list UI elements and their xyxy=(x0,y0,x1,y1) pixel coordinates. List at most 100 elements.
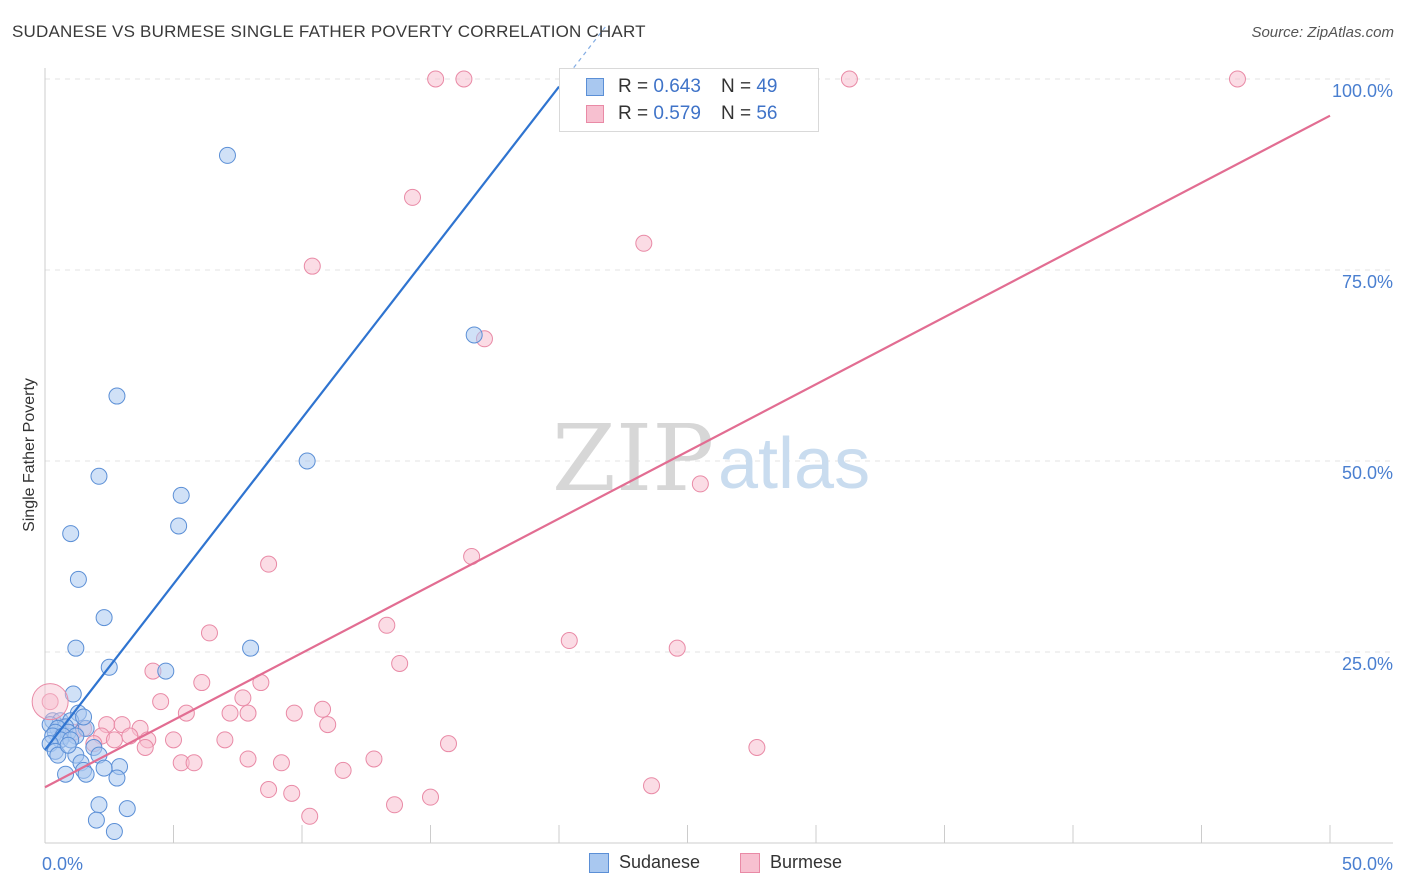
axes xyxy=(44,68,1393,844)
burmese-point xyxy=(193,674,211,692)
burmese-point xyxy=(560,632,578,650)
burmese-point xyxy=(185,754,203,772)
burmese-point xyxy=(691,475,709,493)
legend-item-burmese[interactable]: Burmese xyxy=(740,852,842,873)
sudanese-point xyxy=(105,823,123,841)
legend-label-burmese: Burmese xyxy=(770,852,843,872)
burmese-point xyxy=(121,727,139,745)
burmese-point xyxy=(404,188,422,206)
n-label: N = xyxy=(720,76,752,97)
burmese-point xyxy=(386,796,404,814)
burmese-point xyxy=(334,761,352,779)
sudanese-point xyxy=(465,326,483,344)
sudanese-point xyxy=(67,639,85,657)
burmese-point xyxy=(635,234,653,252)
burmese-point xyxy=(643,777,661,795)
n-label: N = xyxy=(720,103,752,124)
burmese-point xyxy=(221,704,239,722)
sudanese-point xyxy=(75,708,93,726)
burmese-point xyxy=(427,70,445,88)
sudanese-point xyxy=(90,796,108,814)
sudanese-point xyxy=(64,685,82,703)
sudanese-point xyxy=(108,387,126,405)
burmese-point xyxy=(165,731,182,749)
burmese-point xyxy=(285,704,303,722)
sudanese-point xyxy=(95,759,113,777)
n-value: 49 xyxy=(756,76,778,97)
sudanese-point xyxy=(62,525,80,543)
burmese-point xyxy=(422,788,439,806)
r-value: 0.579 xyxy=(653,103,701,124)
n-value: 56 xyxy=(756,103,778,124)
tick-labels: 25.0% 50.0% 75.0% 100.0% 0.0% 50.0% xyxy=(42,81,1393,874)
burmese-point xyxy=(239,704,257,722)
correlation-legend: R = 0.643 N = 49 R = 0.579 N = 56 xyxy=(559,68,819,132)
burmese-trend-line xyxy=(44,114,1331,789)
burmese-point xyxy=(301,807,319,825)
data-points xyxy=(31,70,1246,841)
watermark: ZIP atlas xyxy=(552,405,870,512)
series-legend: Sudanese Burmese xyxy=(0,852,1406,876)
burmese-point xyxy=(239,750,257,768)
sudanese-point xyxy=(95,609,113,627)
chart-title: SUDANESE VS BURMESE SINGLE FATHER POVERT… xyxy=(12,22,646,41)
trend-lines xyxy=(44,26,1331,789)
y-tick-label: 100.0% xyxy=(1332,81,1393,101)
r-value: 0.643 xyxy=(653,76,701,97)
burmese-point xyxy=(272,754,290,772)
burmese-point xyxy=(455,70,473,88)
watermark-zip: ZIP xyxy=(552,405,714,512)
r-label: R = xyxy=(618,76,649,97)
burmese-point xyxy=(216,731,234,749)
burmese-point xyxy=(748,739,766,756)
burmese-point xyxy=(319,716,337,734)
burmese-point xyxy=(1228,70,1246,88)
burmese-point xyxy=(41,693,59,711)
sudanese-point xyxy=(157,662,175,680)
sudanese-point xyxy=(87,811,105,829)
burmese-point xyxy=(234,689,252,707)
sudanese-point xyxy=(298,452,316,470)
burmese-point xyxy=(200,624,218,642)
y-tick-label: 50.0% xyxy=(1342,463,1393,483)
sudanese-point xyxy=(172,486,190,504)
sudanese-point xyxy=(59,736,77,754)
sudanese-swatch xyxy=(589,852,609,873)
burmese-point xyxy=(105,731,123,749)
sudanese-point xyxy=(218,146,236,164)
burmese-point xyxy=(391,654,409,672)
sudanese-point xyxy=(118,800,136,818)
legend-row-burmese: R = 0.579 N = 56 xyxy=(586,103,777,125)
watermark-atlas: atlas xyxy=(718,424,870,504)
burmese-point xyxy=(283,784,301,802)
burmese-point xyxy=(303,257,321,275)
x-tick-label: 0.0% xyxy=(42,854,83,874)
burmese-point xyxy=(668,639,686,657)
burmese-point xyxy=(136,739,154,756)
legend-row-sudanese: R = 0.643 N = 49 xyxy=(586,76,777,98)
burmese-point xyxy=(439,735,457,753)
sudanese-trend-line xyxy=(44,85,560,751)
burmese-swatch xyxy=(740,852,760,873)
sudanese-point xyxy=(108,769,126,787)
y-tick-label: 25.0% xyxy=(1342,654,1393,674)
sudanese-point xyxy=(170,517,188,535)
sudanese-point xyxy=(242,639,260,657)
burmese-point xyxy=(314,700,332,718)
y-tick-label: 75.0% xyxy=(1342,272,1393,292)
legend-item-sudanese[interactable]: Sudanese xyxy=(589,852,700,873)
sudanese-point xyxy=(49,746,67,764)
burmese-point xyxy=(378,616,396,634)
burmese-point xyxy=(840,70,858,88)
burmese-point xyxy=(260,781,278,799)
sudanese-point xyxy=(69,570,87,588)
burmese-point xyxy=(31,683,69,721)
burmese-swatch xyxy=(586,105,604,123)
r-label: R = xyxy=(618,103,649,124)
sudanese-point xyxy=(90,467,108,485)
sudanese-swatch xyxy=(586,78,604,96)
burmese-point xyxy=(365,750,383,768)
source-label: Source: ZipAtlas.com xyxy=(1251,24,1394,41)
legend-label-sudanese: Sudanese xyxy=(619,852,701,872)
